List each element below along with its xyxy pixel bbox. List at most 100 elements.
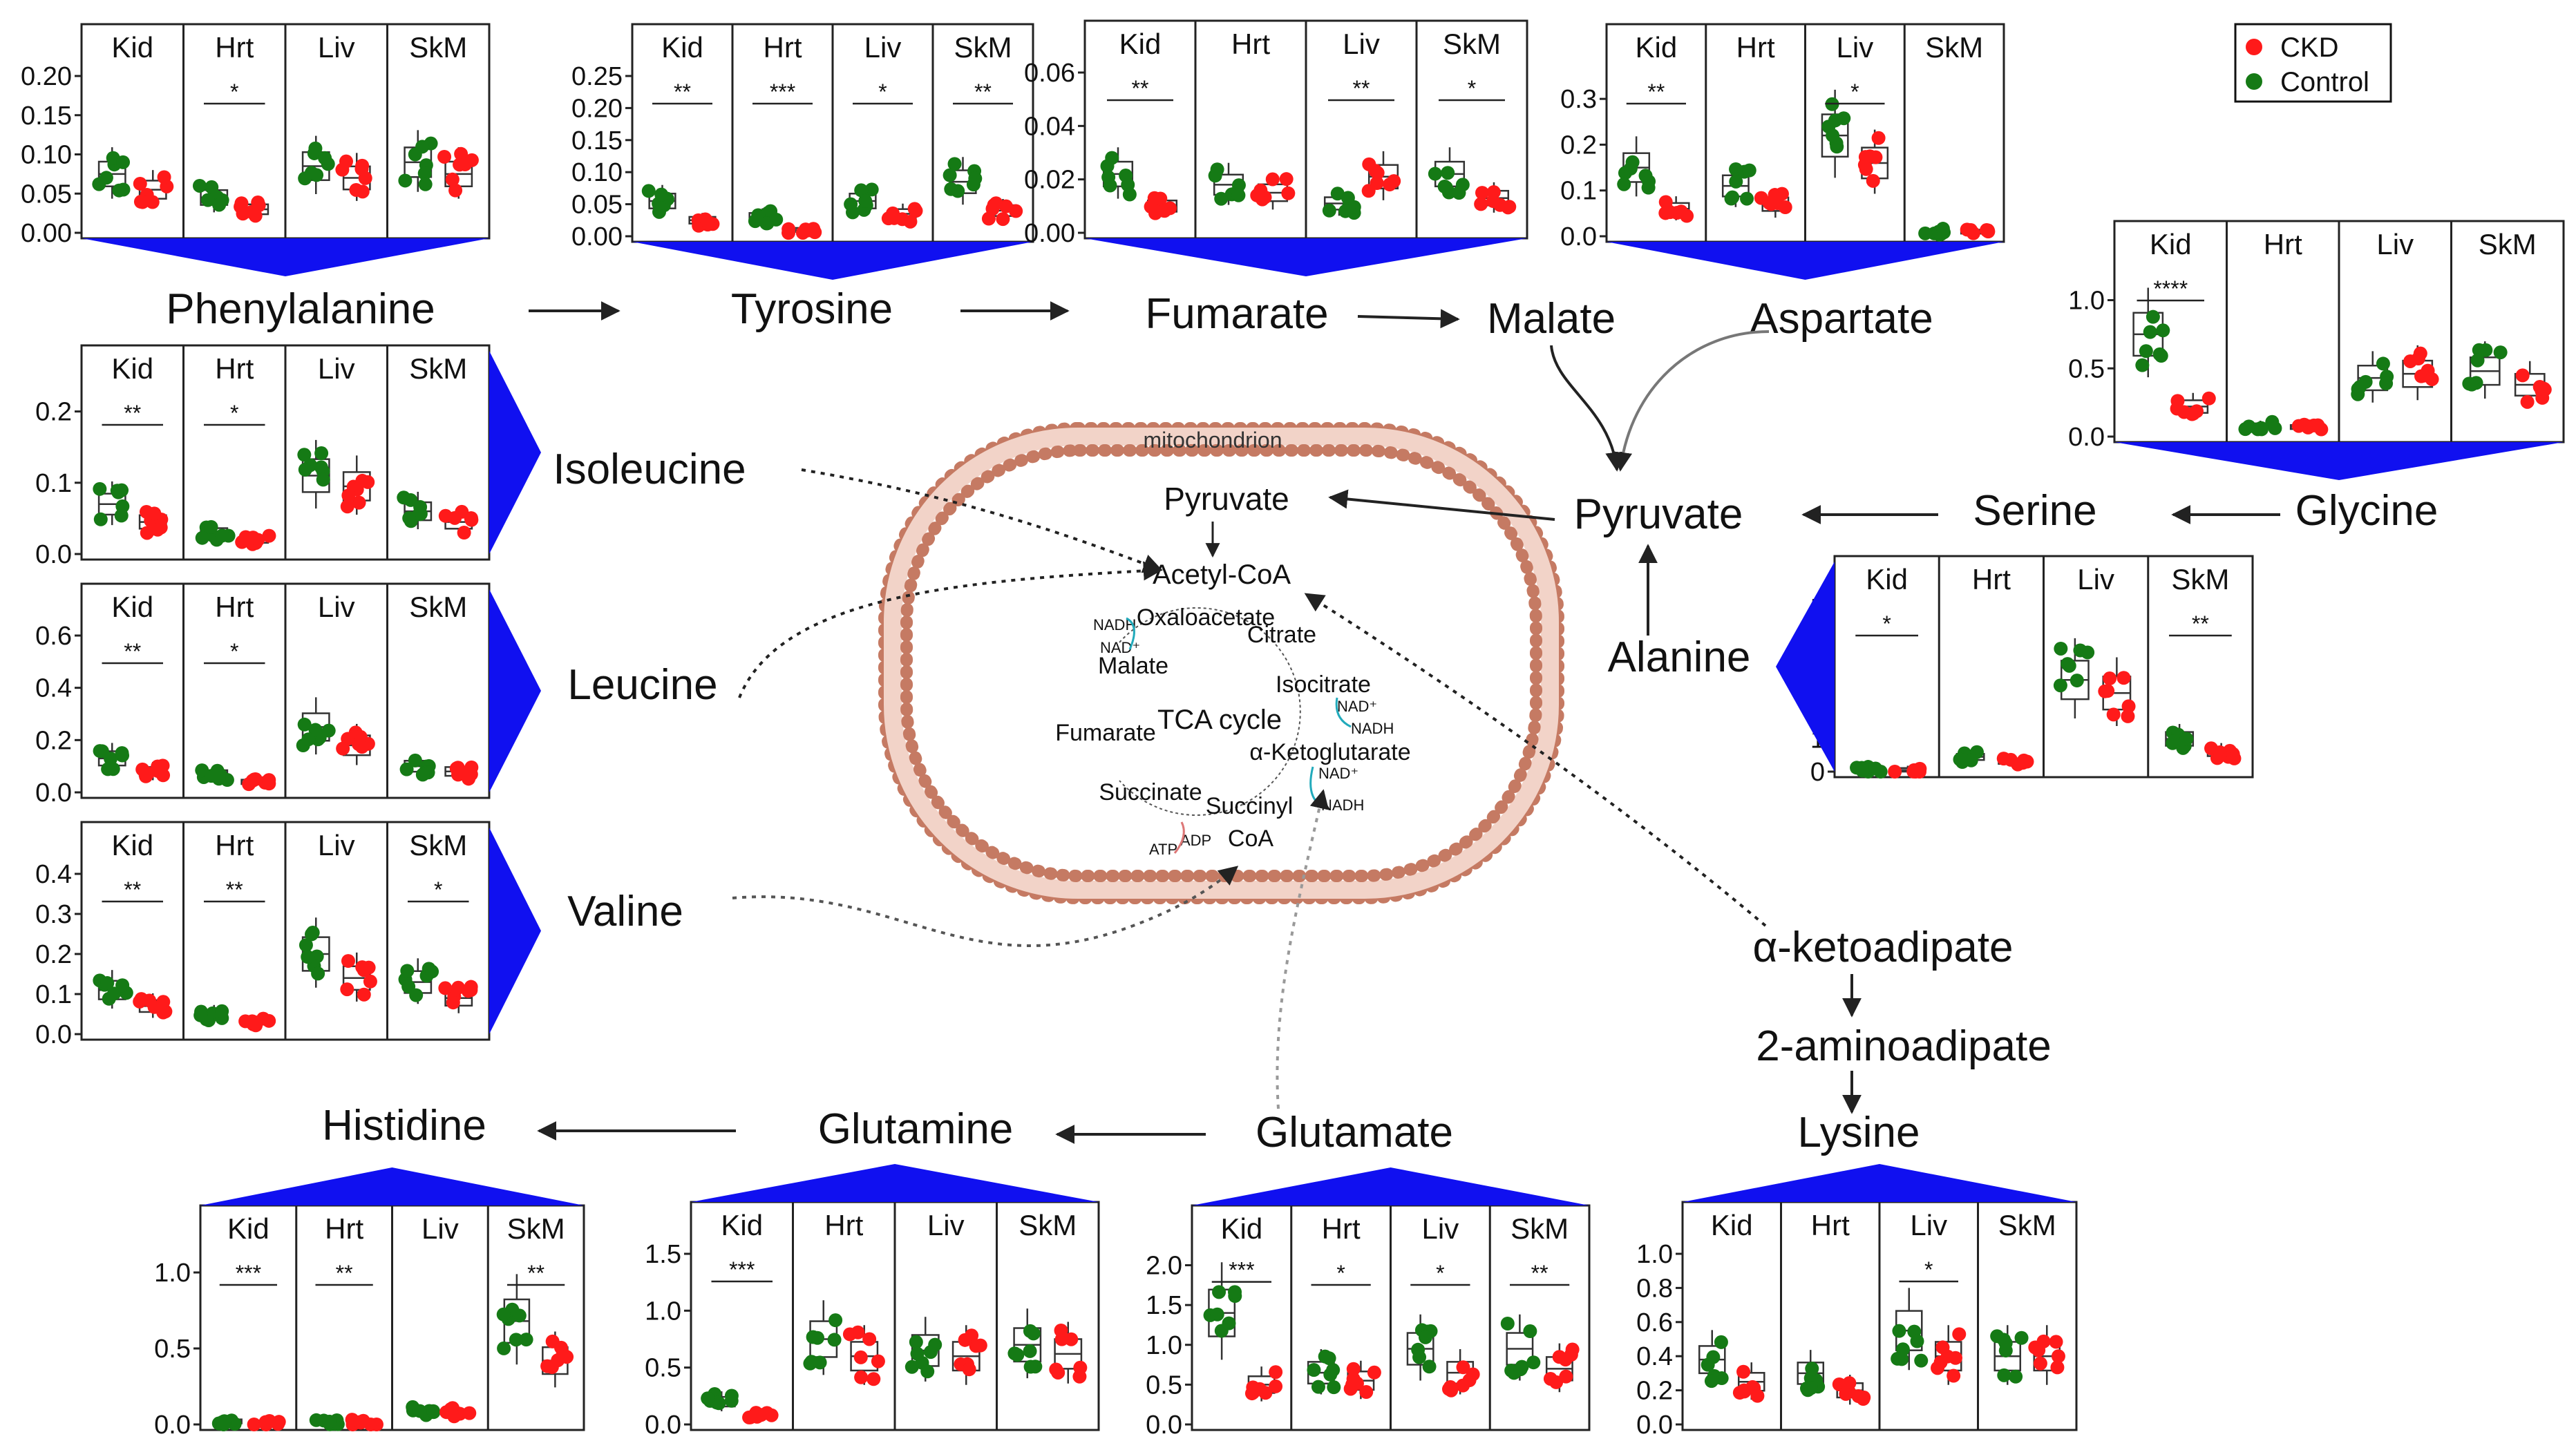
glycine-label: Glycine	[2295, 487, 2438, 535]
point-glycine-kid-control-5	[2152, 347, 2167, 361]
point-glutamine-kid-ckd-5	[742, 1410, 757, 1424]
direction-triangle-leucine	[489, 589, 541, 792]
y-tick-label-aspartate-3: 0.3	[1560, 85, 1597, 114]
point-lysine-kid-control-1	[1714, 1335, 1728, 1349]
point-isoleucine-skm-ckd-5	[438, 508, 453, 523]
sig-label-tyrosine-hrt: ***	[770, 79, 795, 104]
point-valine-hrt-ckd-3	[262, 1013, 276, 1028]
point-glycine-hrt-control-4	[2238, 422, 2253, 437]
y-tick-label-glutamate-1: 0.5	[1146, 1371, 1182, 1400]
sig-label-isoleucine-kid: **	[124, 401, 141, 426]
point-glutamine-skm-ckd-6	[1073, 1360, 1088, 1375]
tca-cycle: TCA cycle Oxaloacetate Citrate Malate Is…	[1055, 604, 1410, 858]
point-fumarate-skm-ckd-2	[1474, 197, 1488, 211]
point-lysine-liv-ckd-3	[1933, 1355, 1948, 1370]
direction-triangle-histidine	[200, 1167, 584, 1205]
point-phenylalanine-kid-control-4	[99, 171, 113, 185]
y-tick-label-phenylalanine-0: 0.00	[21, 219, 72, 248]
point-glutamine-liv-control-6	[920, 1364, 935, 1379]
y-tick-label-leucine-2: 0.4	[35, 674, 72, 703]
tissue-label-alanine-kid: Kid	[1866, 563, 1908, 595]
point-glycine-kid-control-1	[2156, 323, 2170, 338]
point-glutamine-liv-control-2	[910, 1346, 925, 1361]
point-alanine-skm-control-5	[2169, 734, 2184, 748]
point-glutamine-liv-control-5	[928, 1337, 943, 1352]
arrow-asp-pyr	[1613, 330, 1770, 472]
point-glycine-liv-control-5	[2351, 382, 2365, 397]
point-histidine-skm-ckd-2	[544, 1360, 559, 1375]
point-lysine-skm-control-2	[1997, 1368, 2011, 1382]
point-phenylalanine-kid-ckd-6	[157, 170, 171, 184]
tissue-label-tyrosine-hrt: Hrt	[764, 31, 802, 64]
point-valine-liv-control-2	[299, 938, 313, 953]
sig-label-leucine-hrt: *	[230, 639, 238, 664]
point-tyrosine-hrt-ckd-5	[806, 222, 821, 236]
arrow-leu-acetylcoa	[738, 561, 1163, 698]
leucine-label: Leucine	[567, 661, 717, 709]
point-histidine-hrt-ckd-5	[363, 1418, 378, 1431]
nad-3: NAD⁺	[1318, 765, 1358, 782]
point-isoleucine-hrt-control-6	[215, 528, 229, 543]
point-histidine-kid-control-6	[216, 1417, 231, 1431]
legend: CKD Control	[2234, 23, 2392, 103]
arrow-ketoadipate-acetylcoa	[1304, 593, 1767, 927]
point-alanine-hrt-control-5	[1964, 753, 1978, 767]
point-glutamate-hrt-control-3	[1307, 1363, 1321, 1377]
y-tick-label-leucine-0: 0.0	[35, 779, 72, 808]
point-fumarate-skm-control-6	[1437, 180, 1452, 194]
y-tick-label-phenylalanine-1: 0.05	[21, 180, 72, 209]
point-lysine-liv-ckd-6	[1948, 1351, 1962, 1365]
point-lysine-kid-control-6	[1704, 1374, 1718, 1389]
point-glutamine-hrt-ckd-1	[854, 1370, 869, 1384]
point-phenylalanine-hrt-ckd-6	[248, 209, 263, 223]
nadh-1: NADH	[1093, 616, 1136, 633]
point-glutamate-liv-control-5	[1412, 1350, 1427, 1364]
tissue-label-glycine-kid: Kid	[2150, 228, 2192, 260]
tca-cycle-label: TCA cycle	[1157, 705, 1282, 735]
y-tick-label-tyrosine-5: 0.25	[571, 62, 623, 91]
point-glycine-skm-ckd-5	[2515, 368, 2530, 383]
point-valine-skm-control-5	[425, 964, 439, 979]
point-glutamate-hrt-control-5	[1327, 1380, 1341, 1395]
point-tyrosine-skm-ckd-3	[996, 212, 1010, 227]
point-alanine-liv-ckd-6	[2116, 671, 2131, 685]
point-histidine-skm-control-5	[519, 1333, 533, 1347]
point-fumarate-skm-ckd-6	[1501, 200, 1515, 215]
aminoadipate-label: 2-aminoadipate	[1756, 1022, 2051, 1070]
sig-label-fumarate-skm: *	[1468, 76, 1476, 101]
point-glycine-skm-ckd-6	[2537, 381, 2551, 396]
point-valine-skm-ckd-1	[438, 981, 453, 995]
y-tick-label-glutamate-0: 0.0	[1146, 1411, 1182, 1440]
sig-label-leucine-kid: **	[124, 639, 141, 664]
tissue-label-alanine-skm: SkM	[2171, 563, 2229, 595]
point-phenylalanine-liv-control-6	[308, 141, 323, 155]
point-phenylalanine-skm-control-6	[408, 147, 422, 162]
point-valine-skm-ckd-4	[446, 995, 460, 1010]
point-phenylalanine-liv-control-3	[318, 151, 332, 165]
point-glutamate-kid-ckd-3	[1269, 1365, 1283, 1380]
y-tick-label-phenylalanine-4: 0.20	[21, 62, 72, 91]
arrow-ile-acetylcoa	[801, 468, 1163, 573]
pyruvate-label: Pyruvate	[1574, 490, 1743, 538]
point-glutamine-liv-ckd-6	[958, 1333, 972, 1347]
fumarate-label: Fumarate	[1145, 290, 1328, 338]
point-valine-skm-control-3	[409, 988, 424, 1002]
tissue-label-valine-hrt: Hrt	[215, 829, 254, 861]
point-valine-kid-control-4	[100, 976, 115, 991]
direction-triangle-isoleucine	[489, 351, 541, 554]
point-glycine-kid-ckd-6	[2201, 391, 2216, 406]
legend-box	[2234, 23, 2392, 103]
point-lysine-kid-ckd-5	[1737, 1383, 1752, 1397]
point-aspartate-hrt-control-6	[1740, 191, 1754, 206]
point-leucine-hrt-ckd-6	[245, 774, 260, 788]
point-glutamate-liv-control-6	[1418, 1330, 1432, 1344]
tissue-label-valine-kid: Kid	[111, 829, 153, 861]
point-glycine-kid-control-2	[2139, 344, 2153, 359]
y-tick-label-glutamate-4: 2.0	[1146, 1252, 1182, 1281]
point-alanine-skm-ckd-6	[2227, 751, 2242, 765]
tissue-label-phenylalanine-liv: Liv	[318, 31, 355, 64]
tissue-label-aspartate-kid: Kid	[1636, 31, 1678, 64]
point-lysine-hrt-ckd-5	[1842, 1376, 1857, 1391]
point-tyrosine-skm-control-0	[947, 157, 962, 171]
sig-label-valine-hrt: **	[226, 877, 243, 902]
